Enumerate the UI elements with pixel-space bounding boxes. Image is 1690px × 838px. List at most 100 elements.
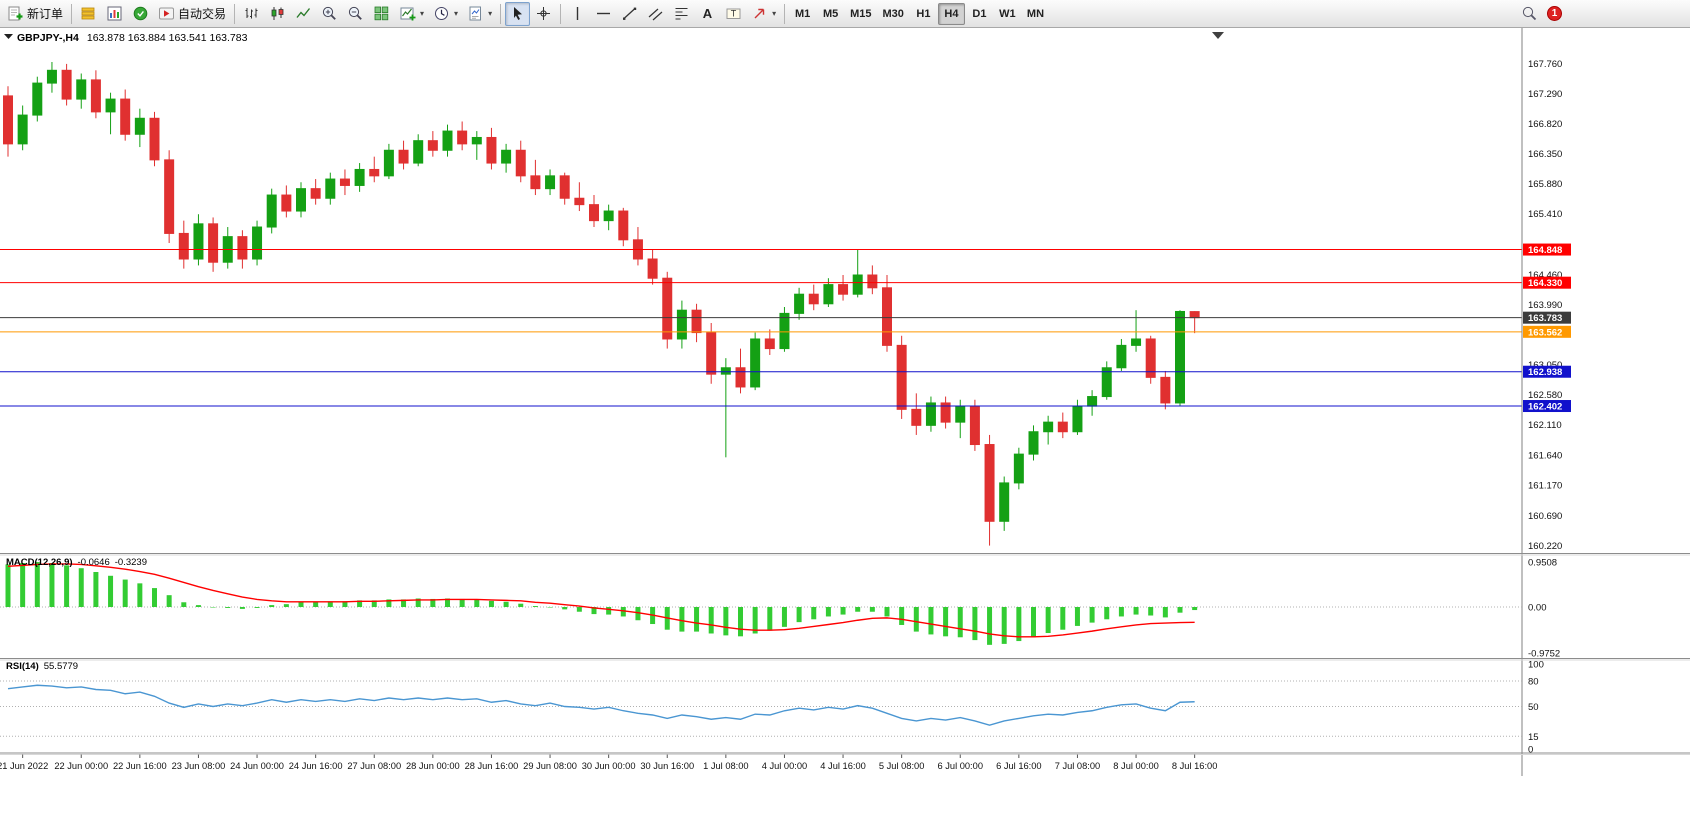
horizontal-line-tool-button[interactable]: [591, 2, 616, 26]
templates-menu-button[interactable]: ▾: [463, 2, 496, 26]
macd-axis-label: -0.9752: [1528, 649, 1560, 660]
fibonacci-tool-button[interactable]: [669, 2, 694, 26]
bar-chart-button[interactable]: [239, 2, 264, 26]
trendline-icon: [623, 7, 637, 20]
timeframe-m15-button[interactable]: M15: [845, 3, 876, 25]
candle: [1116, 338, 1127, 371]
macd-histogram-bar: [1133, 607, 1139, 615]
cursor-tool-button[interactable]: [505, 1, 531, 26]
rsi-panel[interactable]: RSI(14) 55.5779 100 80 50 15 0: [0, 660, 1544, 756]
market-watch-icon: [81, 7, 95, 20]
candle: [105, 92, 116, 135]
candlestick-chart-button[interactable]: [265, 2, 290, 26]
macd-histogram-bar: [195, 605, 201, 607]
time-axis-label: 28 Jun 16:00: [465, 761, 519, 771]
text-label-tool-button[interactable]: T: [721, 2, 746, 26]
candle: [457, 121, 468, 151]
macd-histogram-bar: [913, 607, 919, 632]
time-axis-label: 22 Jun 16:00: [113, 761, 167, 771]
auto-trading-button[interactable]: 自动交易: [154, 2, 230, 26]
candle: [808, 284, 819, 311]
chart-background: [0, 28, 1690, 838]
text-tool-button[interactable]: A: [695, 2, 720, 26]
chart-header: GBPJPY-,H4 163.878 163.884 163.541 163.78…: [4, 32, 248, 44]
dropdown-caret: ▾: [488, 9, 493, 18]
panel-divider-time-axis[interactable]: [0, 752, 1690, 755]
chart-shift-marker[interactable]: [1212, 32, 1224, 39]
candle: [32, 76, 43, 122]
candle: [764, 329, 775, 355]
macd-histogram-bar: [547, 607, 553, 608]
macd-histogram-bar: [503, 601, 509, 607]
macd-histogram-bar: [884, 607, 890, 617]
one-click-trading-arrow[interactable]: [4, 34, 13, 39]
dropdown-caret: ▾: [420, 9, 425, 18]
candle: [867, 265, 878, 295]
timeframe-m5-button[interactable]: M5: [817, 3, 844, 25]
vertical-line-tool-button[interactable]: [565, 2, 590, 26]
dropdown-caret: ▾: [772, 9, 777, 18]
tile-windows-button[interactable]: [369, 2, 394, 26]
zoom-out-button[interactable]: [343, 2, 368, 26]
market-watch-button[interactable]: [76, 2, 101, 26]
timeframe-d1-button[interactable]: D1: [966, 3, 993, 25]
time-axis-label: 4 Jul 16:00: [820, 761, 866, 771]
timeframe-h4-button[interactable]: H4: [937, 2, 965, 25]
arrows-menu-button[interactable]: ▾: [747, 2, 780, 26]
candle: [178, 220, 189, 269]
trendline-tool-button[interactable]: [617, 2, 642, 26]
time-axis-label: 8 Jul 00:00: [1113, 761, 1159, 771]
new-order-button[interactable]: 新订单: [3, 2, 67, 26]
crosshair-tool-button[interactable]: [531, 2, 556, 26]
macd-histogram-bar: [78, 568, 84, 607]
line-chart-button[interactable]: [291, 2, 316, 26]
panel-divider-rsi[interactable]: [0, 658, 1690, 661]
macd-histogram-bar: [1074, 607, 1080, 626]
candle: [647, 249, 658, 285]
time-axis-label: 23 Jun 08:00: [172, 761, 226, 771]
time-axis-label: 7 Jul 08:00: [1055, 761, 1101, 771]
channel-icon: [648, 8, 663, 21]
chart-area[interactable]: 167.760 167.290 166.820 166.350 165.880 165.4…: [0, 28, 1690, 838]
macd-histogram-bar: [430, 598, 436, 607]
macd-histogram-bar: [796, 607, 802, 623]
panel-divider-macd[interactable]: [0, 553, 1690, 556]
svg-text:163.783: 163.783: [1528, 313, 1562, 324]
candle: [296, 182, 306, 218]
zoom-in-button[interactable]: [317, 2, 342, 26]
dropdown-caret: ▾: [454, 9, 459, 18]
timeframe-m1-button[interactable]: M1: [789, 3, 816, 25]
macd-histogram-bar: [518, 603, 524, 607]
candle: [1028, 425, 1039, 461]
chart-window: 167.760 167.290 166.820 166.350 165.880 165.4…: [0, 28, 1690, 838]
timeframe-m30-button[interactable]: M30: [878, 3, 909, 25]
time-axis-label: 6 Jul 00:00: [938, 761, 984, 771]
rsi-axis-label: 0: [1528, 745, 1533, 756]
time-axis[interactable]: 21 Jun 2022 22 Jun 00:00 22 Jun 16:00 23 Ju…: [0, 754, 1217, 772]
macd-axis-label: 0.9508: [1528, 558, 1557, 569]
svg-text:T: T: [731, 9, 737, 19]
macd-panel[interactable]: MACD(12,26,9) -0.0646 -0.3239 0.9508 0.00 -0.…: [0, 557, 1560, 660]
price-lines[interactable]: [0, 249, 1522, 407]
navigator-button[interactable]: [128, 2, 153, 26]
macd-histogram-bar: [1016, 607, 1022, 642]
macd-histogram-bar: [1177, 607, 1183, 613]
rsi-label: RSI(14) 55.5779: [6, 661, 78, 672]
macd-axis-label: 0.00: [1528, 603, 1547, 614]
indicators-menu-button[interactable]: ▾: [395, 2, 428, 26]
macd-histogram-bar: [606, 607, 612, 615]
periods-menu-button[interactable]: ▾: [429, 2, 462, 26]
search-icon[interactable]: [1521, 5, 1538, 22]
timeframe-h1-button[interactable]: H1: [910, 3, 937, 25]
timeframe-w1-button[interactable]: W1: [994, 3, 1021, 25]
channel-tool-button[interactable]: [643, 2, 668, 26]
notification-badge[interactable]: 1: [1547, 6, 1562, 21]
candle: [706, 322, 717, 384]
timeframe-mn-button[interactable]: MN: [1022, 3, 1049, 25]
price-axis-label: 160.690: [1528, 511, 1562, 522]
price-line-badge: 164.330: [1523, 276, 1571, 289]
new-chart-button[interactable]: [102, 2, 127, 26]
candle: [1145, 335, 1156, 384]
price-axis[interactable]: 167.760 167.290 166.820 166.350 165.880 165.4…: [1521, 28, 1571, 776]
